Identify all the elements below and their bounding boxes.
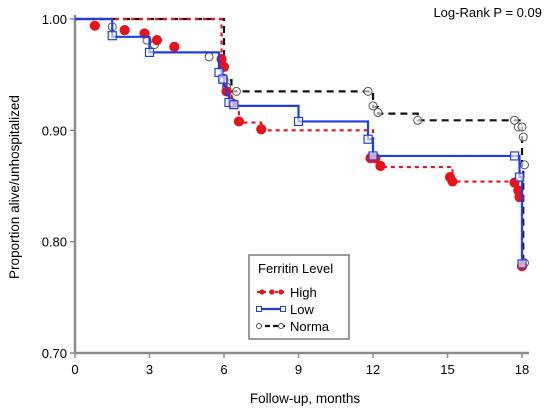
legend-items: High Low Norma: [256, 285, 330, 334]
censor-marker-high: [151, 35, 163, 46]
y-tick-label: 0.80: [42, 235, 67, 250]
y-tick-label: 0.90: [42, 123, 67, 138]
legend-marker: [256, 323, 262, 329]
log-rank-annotation: Log-Rank P = 0.09: [433, 5, 542, 20]
censor-marker-low: [517, 259, 527, 269]
censor-marker-low: [363, 134, 373, 144]
censor-marker-high: [169, 41, 180, 52]
censor-marker-low: [514, 172, 525, 182]
legend-label: Low: [290, 302, 314, 317]
censor-marker-low: [107, 31, 117, 41]
x-tick-label: 0: [71, 362, 78, 377]
censor-marker-high: [256, 124, 267, 135]
y-tick-label: 1.00: [42, 12, 67, 27]
legend-item-norma: Norma: [256, 319, 330, 334]
x-tick-label: 3: [146, 362, 153, 377]
legend-marker: [256, 306, 262, 312]
plot-area: [75, 17, 529, 272]
legend-marker: [278, 289, 284, 295]
censor-marker-norma: [517, 122, 527, 132]
censor-marker-norma: [413, 115, 423, 125]
y-tick-label: 0.70: [42, 346, 67, 361]
censor-marker-high: [89, 20, 100, 31]
censor-marker-high: [375, 160, 386, 172]
x-tick-label: 18: [515, 362, 529, 377]
legend-item-high: High: [257, 285, 317, 300]
x-axis-label: Follow-up, months: [250, 391, 361, 406]
series-line-norma: [75, 17, 525, 264]
censor-marker-norma: [363, 86, 373, 96]
legend-marker: [259, 289, 265, 295]
censor-marker-low: [218, 74, 228, 84]
series-low: [75, 17, 527, 269]
x-tick-label: 15: [440, 362, 454, 377]
legend: Ferritin Level High Low Norma: [248, 254, 350, 340]
x-tick-label: 6: [220, 362, 227, 377]
series-norma: [75, 17, 529, 268]
censor-marker-high: [119, 25, 130, 36]
censor-marker-norma: [204, 52, 214, 62]
legend-marker: [280, 306, 286, 312]
censor-marker-norma: [510, 115, 520, 125]
censor-marker-norma: [231, 86, 241, 96]
censor-marker-low: [144, 47, 155, 58]
censor-marker-low: [229, 100, 239, 110]
legend-marker: [269, 289, 275, 295]
legend-title: Ferritin Level: [258, 261, 333, 276]
censor-marker-norma: [518, 132, 528, 142]
series-line-low: [75, 17, 524, 264]
legend-label: High: [290, 285, 317, 300]
series-line-high: [75, 17, 524, 267]
censor-marker-high: [447, 176, 458, 187]
censor-marker-low: [509, 151, 520, 161]
series-high: [75, 17, 528, 272]
censor-marker-norma: [373, 108, 383, 118]
censor-marker-norma: [368, 101, 378, 111]
censor-marker-high: [233, 116, 244, 127]
x-tick-label: 9: [295, 362, 302, 377]
axes: 0 3 6 9 12 15 18 0.70 0.80 0.90 1.00: [42, 12, 530, 377]
legend-item-low: Low: [256, 302, 314, 317]
censor-marker-norma: [519, 160, 529, 170]
legend-marker: [278, 323, 284, 329]
censor-marker-low: [368, 151, 378, 161]
censor-marker-low: [293, 116, 304, 127]
x-tick-label: 12: [366, 362, 380, 377]
legend-label: Norma: [290, 319, 330, 334]
y-axis-label: Proportion alive/unhospitalized: [7, 95, 22, 279]
